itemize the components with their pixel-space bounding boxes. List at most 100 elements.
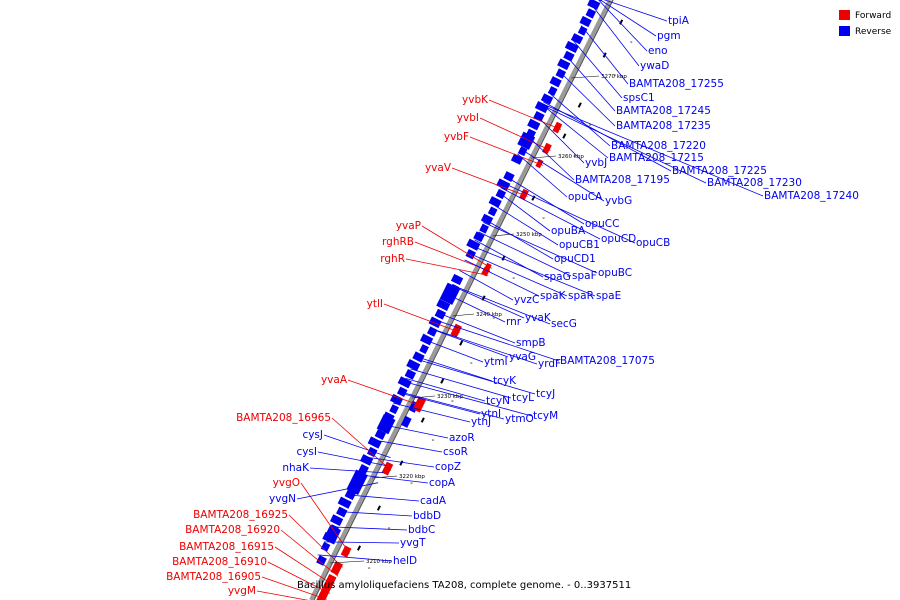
gene-label[interactable]: opuCD1 bbox=[554, 253, 596, 265]
gene-label[interactable]: rghR bbox=[380, 253, 405, 265]
gene-label[interactable]: yvgO bbox=[273, 477, 300, 489]
reverse-gene-arrow[interactable] bbox=[496, 178, 511, 191]
reverse-gene-arrow[interactable] bbox=[563, 50, 575, 62]
reverse-gene-arrow[interactable] bbox=[488, 196, 502, 208]
gene-label[interactable]: tcyJ bbox=[536, 388, 555, 400]
gene-label[interactable]: BAMTA208_17240 bbox=[764, 190, 859, 202]
gene-label[interactable]: opuCB bbox=[636, 237, 670, 249]
reverse-gene-arrow[interactable] bbox=[396, 386, 408, 397]
reverse-gene-arrow[interactable] bbox=[564, 40, 579, 53]
reverse-gene-arrow[interactable] bbox=[540, 93, 554, 105]
reverse-gene-arrow[interactable] bbox=[555, 68, 567, 79]
gene-label[interactable]: tcyK bbox=[493, 375, 517, 387]
reverse-gene-arrow[interactable] bbox=[376, 414, 396, 435]
gene-label[interactable]: opuCB1 bbox=[559, 239, 600, 251]
gene-label[interactable]: tpiA bbox=[668, 15, 690, 27]
gene-label[interactable]: tcyM bbox=[533, 410, 558, 422]
reverse-gene-arrow[interactable] bbox=[434, 308, 447, 320]
reverse-gene-arrow[interactable] bbox=[510, 153, 524, 165]
gene-label[interactable]: BAMTA208_17230 bbox=[707, 177, 802, 189]
gene-label[interactable]: copA bbox=[429, 477, 456, 489]
gene-label[interactable]: BAMTA208_17220 bbox=[611, 140, 706, 152]
reverse-gene-arrow[interactable] bbox=[329, 514, 344, 526]
reverse-gene-arrow[interactable] bbox=[579, 15, 592, 28]
gene-label[interactable]: cysJ bbox=[302, 429, 323, 441]
reverse-gene-arrow[interactable] bbox=[397, 376, 412, 389]
gene-label[interactable]: tcyN bbox=[486, 395, 510, 407]
gene-label[interactable]: ytlI bbox=[367, 298, 383, 310]
reverse-gene-arrow[interactable] bbox=[426, 326, 438, 337]
gene-label[interactable]: yvzC bbox=[514, 294, 539, 306]
gene-label[interactable]: opuCD bbox=[601, 233, 636, 245]
gene-label[interactable]: pgm bbox=[657, 30, 681, 42]
gene-label[interactable]: yvgT bbox=[400, 537, 426, 549]
gene-label[interactable]: opuCA bbox=[568, 191, 603, 203]
reverse-gene-arrow[interactable] bbox=[534, 101, 549, 114]
gene-label[interactable]: yvaP bbox=[396, 220, 421, 232]
gene-label[interactable]: opuCC bbox=[585, 218, 619, 230]
reverse-gene-arrow[interactable] bbox=[527, 118, 541, 131]
reverse-gene-arrow[interactable] bbox=[487, 206, 498, 217]
gene-label[interactable]: yvgN bbox=[269, 493, 296, 505]
gene-label[interactable]: helD bbox=[393, 555, 417, 567]
reverse-gene-arrow[interactable] bbox=[479, 223, 489, 234]
reverse-gene-arrow[interactable] bbox=[473, 231, 485, 243]
forward-gene-arrow[interactable] bbox=[519, 188, 529, 201]
gene-label[interactable]: rghRB bbox=[382, 236, 414, 248]
reverse-gene-arrow[interactable] bbox=[428, 316, 442, 329]
gene-label[interactable]: yvbJ bbox=[585, 157, 607, 169]
gene-label[interactable]: BAMTA208_17255 bbox=[629, 78, 724, 90]
gene-label[interactable]: spaR bbox=[568, 290, 594, 302]
reverse-gene-arrow[interactable] bbox=[359, 454, 374, 466]
reverse-gene-arrow[interactable] bbox=[406, 359, 421, 372]
forward-gene-arrow[interactable] bbox=[450, 323, 463, 338]
gene-label[interactable]: yvbG bbox=[605, 195, 632, 207]
gene-label[interactable]: smpB bbox=[516, 337, 546, 349]
gene-label[interactable]: BAMTA208_17245 bbox=[616, 105, 711, 117]
gene-label[interactable]: yvgM bbox=[228, 585, 256, 597]
reverse-gene-arrow[interactable] bbox=[517, 131, 536, 150]
forward-gene-arrow[interactable] bbox=[381, 461, 394, 476]
reverse-gene-arrow[interactable] bbox=[346, 469, 368, 495]
reverse-gene-arrow[interactable] bbox=[419, 333, 434, 346]
reverse-gene-arrow[interactable] bbox=[577, 25, 588, 36]
reverse-gene-arrow[interactable] bbox=[450, 273, 464, 286]
gene-label[interactable]: spaF bbox=[572, 270, 597, 282]
reverse-gene-arrow[interactable] bbox=[389, 404, 399, 415]
gene-label[interactable]: ytmO bbox=[505, 413, 534, 425]
gene-label[interactable]: yvaV bbox=[425, 162, 452, 174]
gene-label[interactable]: ywaD bbox=[640, 60, 669, 72]
gene-label[interactable]: yvaK bbox=[525, 312, 552, 324]
gene-label[interactable]: secG bbox=[551, 318, 577, 330]
gene-label[interactable]: yvaA bbox=[321, 374, 348, 386]
reverse-gene-arrow[interactable] bbox=[547, 86, 558, 96]
reverse-gene-arrow[interactable] bbox=[374, 429, 387, 440]
gene-label[interactable]: spsC1 bbox=[623, 92, 655, 104]
gene-label[interactable]: tcyL bbox=[512, 392, 534, 404]
gene-label[interactable]: eno bbox=[648, 45, 668, 57]
reverse-gene-arrow[interactable] bbox=[419, 344, 429, 354]
reverse-gene-arrow[interactable] bbox=[366, 446, 378, 458]
forward-gene-arrow[interactable] bbox=[340, 545, 352, 558]
gene-label[interactable]: yrdF bbox=[538, 358, 561, 370]
gene-label[interactable]: BAMTA208_17075 bbox=[560, 355, 655, 367]
gene-label[interactable]: BAMTA208_16965 bbox=[236, 412, 331, 424]
forward-gene-arrow[interactable] bbox=[323, 573, 337, 589]
gene-label[interactable]: BAMTA208_16905 bbox=[166, 571, 261, 583]
gene-label[interactable]: spaG bbox=[544, 271, 571, 283]
gene-label[interactable]: bdbD bbox=[413, 510, 441, 522]
reverse-gene-arrow[interactable] bbox=[439, 282, 461, 305]
reverse-gene-arrow[interactable] bbox=[316, 555, 327, 566]
reverse-gene-arrow[interactable] bbox=[585, 8, 597, 19]
gene-label[interactable]: BAMTA208_16915 bbox=[179, 541, 274, 553]
gene-label[interactable]: ytmI bbox=[484, 356, 508, 368]
gene-label[interactable]: csoR bbox=[443, 446, 468, 458]
gene-label[interactable]: yvbK bbox=[462, 94, 489, 106]
reverse-gene-arrow[interactable] bbox=[389, 393, 404, 406]
gene-label[interactable]: BAMTA208_17195 bbox=[575, 174, 670, 186]
gene-label[interactable]: opuBC bbox=[598, 267, 632, 279]
reverse-gene-arrow[interactable] bbox=[557, 58, 571, 71]
gene-label[interactable]: BAMTA208_17225 bbox=[672, 165, 767, 177]
gene-label[interactable]: yvaG bbox=[509, 351, 536, 363]
gene-label[interactable]: bdbC bbox=[408, 524, 435, 536]
